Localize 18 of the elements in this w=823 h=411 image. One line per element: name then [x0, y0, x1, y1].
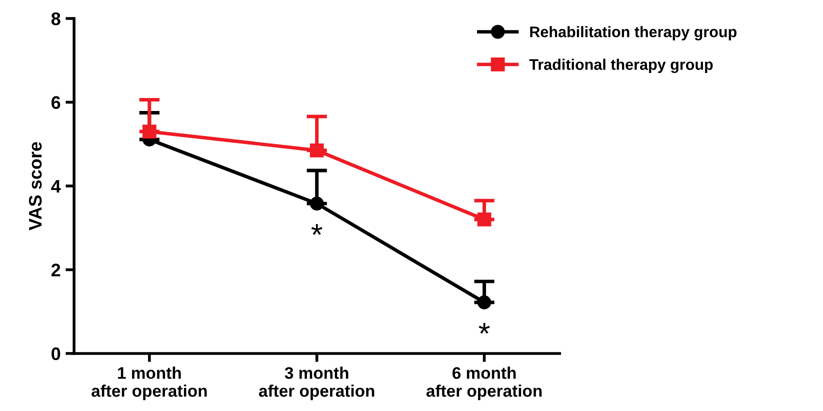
- x-tick-label: 1 month after operation: [92, 366, 207, 400]
- y-axis-title: VAS score: [28, 142, 42, 230]
- x-tick-label: 6 month after operation: [426, 366, 542, 400]
- y-tick-label: 6: [51, 96, 60, 109]
- point: [477, 212, 492, 226]
- legend-label: Traditional therapy group: [529, 58, 713, 74]
- y-tick-label: 4: [51, 180, 61, 193]
- point: [310, 196, 324, 211]
- y-tick-label: 8: [51, 12, 60, 26]
- point: [310, 143, 324, 158]
- y-tick-label: 2: [51, 264, 60, 276]
- point: [477, 295, 492, 310]
- y-tick-label: 0: [52, 347, 60, 360]
- legend-label: Rehabilitation therapy group: [530, 26, 736, 40]
- annotation: *: [311, 224, 322, 235]
- x-tick-label: 3 month after operation: [259, 366, 374, 400]
- point: [142, 124, 156, 138]
- annotation: *: [478, 322, 490, 334]
